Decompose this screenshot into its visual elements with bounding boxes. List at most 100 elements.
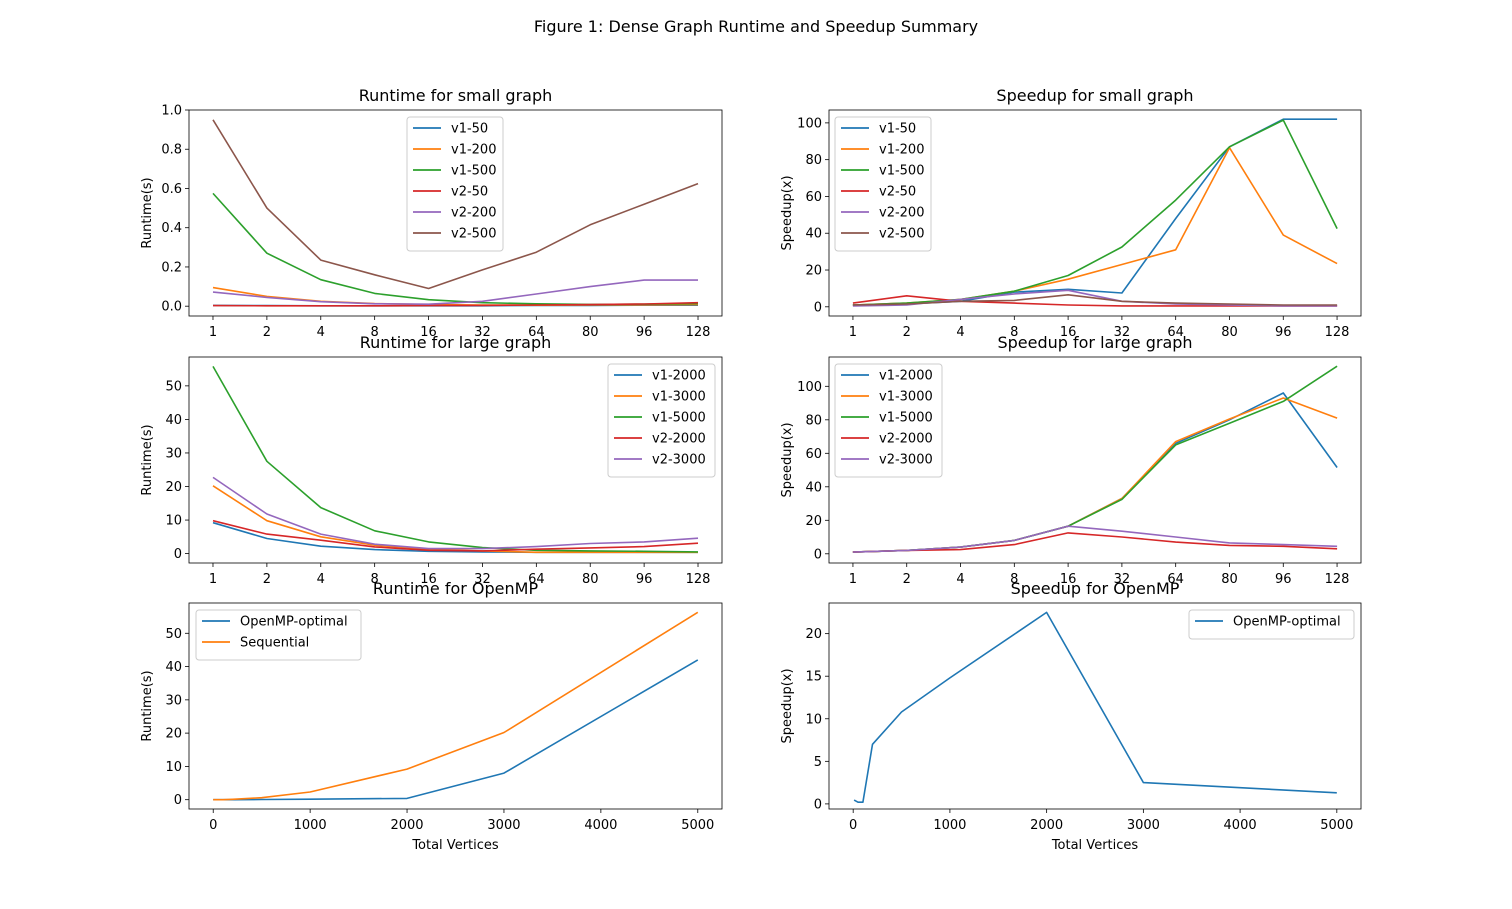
chart-title: Speedup for large graph bbox=[997, 333, 1192, 352]
legend-item-v1-5000: v1-5000 bbox=[841, 411, 933, 426]
x-tick-label: 8 bbox=[371, 572, 379, 587]
legend-label: Sequential bbox=[240, 636, 309, 651]
x-tick-label: 128 bbox=[686, 325, 711, 340]
x-tick-label: 4 bbox=[956, 325, 964, 340]
y-tick-label: 50 bbox=[165, 379, 182, 394]
x-tick-label: 2000 bbox=[1030, 818, 1063, 833]
legend-label: v2-500 bbox=[451, 227, 496, 242]
x-tick-label: 32 bbox=[1114, 572, 1131, 587]
y-tick-label: 20 bbox=[165, 480, 182, 495]
y-tick-label: 20 bbox=[805, 264, 822, 279]
legend: v1-2000 v1-3000 v1-5000 v2-2000 v2-3000 bbox=[607, 363, 716, 478]
legend-label: v1-3000 bbox=[652, 390, 706, 405]
x-tick-label: 2 bbox=[263, 572, 271, 587]
y-axis-label: Speedup(x) bbox=[780, 668, 795, 743]
x-tick-label: 128 bbox=[1325, 325, 1350, 340]
y-tick-label: 30 bbox=[165, 693, 182, 708]
chart-runtime-large: Runtime for large graph Runtime(s) 0 10 20 30… bbox=[140, 333, 723, 587]
y-tick-label: 5 bbox=[814, 755, 822, 770]
legend-label: v2-3000 bbox=[652, 453, 706, 468]
x-tick-label: 64 bbox=[1167, 572, 1184, 587]
legend-item-v2-500: v2-500 bbox=[841, 227, 924, 242]
legend-label: v2-50 bbox=[451, 185, 488, 200]
legend-item-v1-5000: v1-5000 bbox=[614, 411, 706, 426]
y-axis-label: Runtime(s) bbox=[140, 670, 155, 741]
series-line-v2-500 bbox=[212, 119, 699, 290]
legend-label: v1-200 bbox=[451, 143, 496, 158]
x-tick-label: 8 bbox=[1010, 572, 1018, 587]
y-tick-label: 10 bbox=[805, 712, 822, 727]
y-tick-label: 0 bbox=[174, 547, 182, 562]
x-tick-label: 80 bbox=[582, 572, 599, 587]
y-axis-label: Speedup(x) bbox=[780, 422, 795, 497]
x-tick-label: 1 bbox=[209, 572, 217, 587]
legend-box bbox=[406, 116, 504, 252]
legend-box bbox=[195, 609, 362, 661]
series-line-v1-500 bbox=[852, 119, 1338, 306]
y-tick-label: 100 bbox=[797, 116, 822, 131]
x-axis-label: Total Vertices bbox=[1051, 838, 1139, 853]
chart-title: Runtime for large graph bbox=[360, 333, 551, 352]
y-tick-label: 10 bbox=[165, 760, 182, 775]
series-line-v2-3000 bbox=[852, 525, 1338, 553]
legend-item-v2-200: v2-200 bbox=[841, 206, 924, 221]
legend-label: v1-200 bbox=[879, 143, 924, 158]
series-lines bbox=[852, 118, 1338, 307]
y-tick-label: 40 bbox=[165, 413, 182, 428]
legend: OpenMP-optimal bbox=[1188, 609, 1355, 640]
y-tick-label: 60 bbox=[805, 447, 822, 462]
x-tick-label: 3000 bbox=[1127, 818, 1160, 833]
y-tick-label: 60 bbox=[805, 190, 822, 205]
x-tick-label: 1 bbox=[849, 325, 857, 340]
x-tick-label: 64 bbox=[1167, 325, 1184, 340]
x-tick-label: 80 bbox=[582, 325, 599, 340]
legend-item-v1-200: v1-200 bbox=[413, 143, 496, 158]
x-tick-label: 1000 bbox=[933, 818, 966, 833]
y-tick-label: 0.4 bbox=[161, 221, 182, 236]
x-tick-label: 96 bbox=[636, 572, 653, 587]
legend-item-v1-2000: v1-2000 bbox=[841, 369, 933, 384]
chart-runtime-openmp: Runtime for OpenMP Runtime(s) Total Vertic… bbox=[140, 579, 723, 853]
y-tick-label: 0.2 bbox=[161, 260, 182, 275]
y-tick-label: 15 bbox=[805, 670, 822, 685]
x-tick-label: 32 bbox=[474, 325, 491, 340]
legend-label: v1-50 bbox=[879, 122, 916, 137]
x-tick-label: 8 bbox=[1010, 325, 1018, 340]
legend-label: v1-5000 bbox=[652, 411, 706, 426]
series-line-v2-50 bbox=[212, 301, 699, 307]
x-tick-label: 80 bbox=[1221, 325, 1238, 340]
x-tick-label: 2 bbox=[263, 325, 271, 340]
y-tick-label: 40 bbox=[805, 227, 822, 242]
charts: Runtime for small graph Runtime(s) 0.0 0.2 0… bbox=[140, 86, 1362, 853]
x-tick-label: 16 bbox=[1060, 572, 1077, 587]
legend: OpenMP-optimal Sequential bbox=[195, 609, 362, 661]
y-tick-label: 0 bbox=[174, 793, 182, 808]
y-tick-label: 0 bbox=[814, 797, 822, 812]
x-tick-label: 4 bbox=[317, 325, 325, 340]
x-tick-label: 1000 bbox=[294, 818, 327, 833]
series-line-v2-3000 bbox=[212, 476, 699, 550]
y-tick-label: 0 bbox=[814, 547, 822, 562]
legend-item-v1-200: v1-200 bbox=[841, 143, 924, 158]
x-tick-label: 8 bbox=[371, 325, 379, 340]
series-line-sequential bbox=[213, 611, 699, 801]
legend-box bbox=[607, 363, 716, 478]
y-tick-label: 10 bbox=[165, 514, 182, 529]
legend-item-v2-2000: v2-2000 bbox=[841, 432, 933, 447]
x-tick-label: 3000 bbox=[487, 818, 520, 833]
x-tick-label: 0 bbox=[209, 818, 217, 833]
y-tick-label: 40 bbox=[165, 660, 182, 675]
series-line-v2-2000 bbox=[212, 519, 699, 552]
x-tick-label: 80 bbox=[1221, 572, 1238, 587]
chart-title: Runtime for small graph bbox=[359, 86, 553, 105]
legend-item-openmp-optimal: OpenMP-optimal bbox=[202, 615, 348, 630]
x-axis-label: Total Vertices bbox=[411, 838, 499, 853]
chart-title: Speedup for OpenMP bbox=[1011, 579, 1180, 598]
x-tick-label: 1 bbox=[209, 325, 217, 340]
x-tick-label: 96 bbox=[1275, 325, 1292, 340]
chart-speedup-small: Speedup for small graph Speedup(x) 0 20 40 60… bbox=[780, 86, 1362, 340]
legend: v1-2000 v1-3000 v1-5000 v2-2000 v2-3000 bbox=[834, 363, 943, 478]
legend-label: OpenMP-optimal bbox=[240, 615, 348, 630]
x-tick-label: 128 bbox=[686, 572, 711, 587]
